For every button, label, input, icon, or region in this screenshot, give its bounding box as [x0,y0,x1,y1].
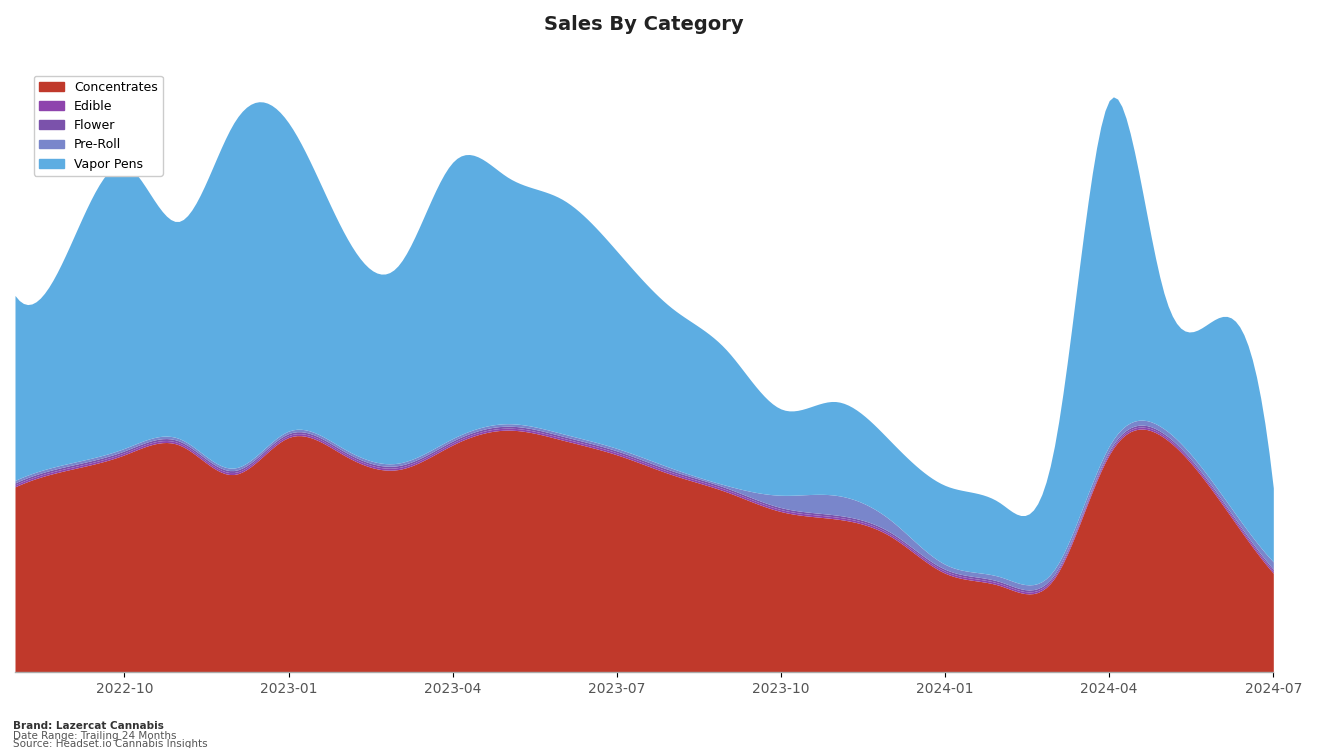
Text: Source: Headset.io Cannabis Insights: Source: Headset.io Cannabis Insights [13,739,208,748]
Title: Sales By Category: Sales By Category [544,15,744,34]
Legend: Concentrates, Edible, Flower, Pre-Roll, Vapor Pens: Concentrates, Edible, Flower, Pre-Roll, … [34,76,162,176]
Text: Date Range: Trailing 24 Months: Date Range: Trailing 24 Months [13,731,176,741]
Text: Brand: Lazercat Cannabis: Brand: Lazercat Cannabis [13,721,165,732]
